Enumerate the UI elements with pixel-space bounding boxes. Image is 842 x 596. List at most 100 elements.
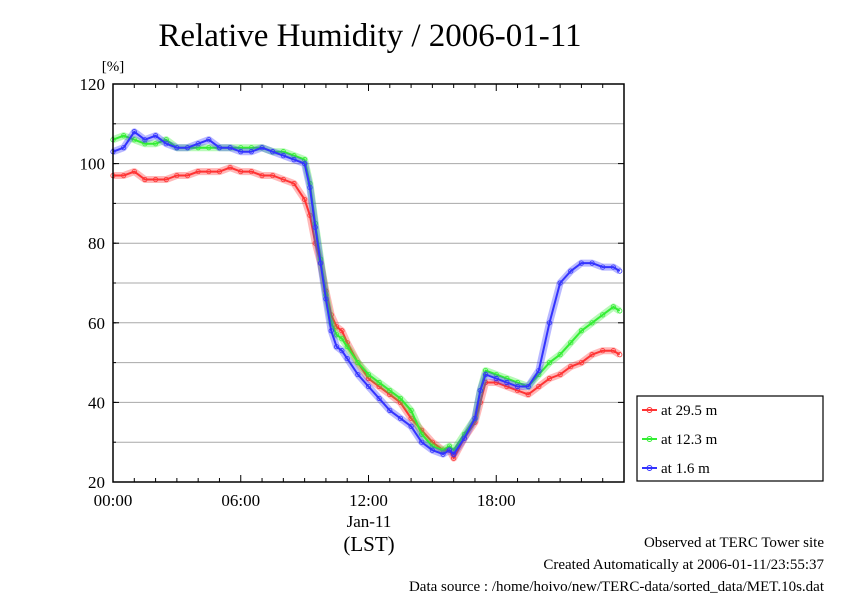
data-point: [472, 415, 478, 421]
data-point: [446, 447, 453, 453]
data-point: [397, 395, 404, 402]
data-point: [248, 168, 254, 175]
data-point: [142, 137, 148, 143]
data-point: [280, 149, 286, 155]
data-point: [339, 336, 345, 342]
legend-marker: [646, 465, 653, 471]
data-point: [307, 184, 313, 191]
series-line: [112, 130, 621, 456]
data-point: [216, 168, 223, 175]
data-point: [195, 141, 201, 147]
data-point: [307, 212, 313, 218]
data-point: [525, 391, 531, 398]
data-point: [227, 145, 233, 151]
data-point: [339, 348, 345, 354]
data-point: [440, 451, 446, 457]
data-point: [419, 431, 425, 437]
series-line: [112, 134, 621, 452]
data-point: [600, 312, 606, 318]
data-point: [163, 176, 169, 183]
data-point: [387, 391, 393, 398]
data-point: [142, 141, 148, 147]
data-point: [365, 371, 372, 378]
legend-label: at 29.5 m: [661, 403, 718, 419]
data-point: [514, 387, 521, 394]
data-point: [291, 153, 297, 159]
data-point: [557, 352, 563, 358]
data-point: [174, 172, 180, 179]
data-point: [270, 172, 276, 179]
data-point: [333, 324, 340, 330]
data-source-note: Data source : /home/hoivo/new/TERC-data/…: [408, 579, 824, 595]
data-point: [238, 149, 244, 155]
data-point: [578, 260, 585, 266]
x-tick-label: 00:00: [94, 491, 133, 510]
series-band: [111, 128, 622, 458]
data-point: [184, 145, 191, 151]
data-point: [610, 304, 616, 310]
data-point: [568, 363, 574, 370]
data-point: [248, 145, 254, 151]
data-point: [280, 153, 286, 159]
data-point: [429, 447, 435, 453]
data-point: [174, 145, 180, 151]
data-point: [514, 383, 521, 390]
data-point: [238, 168, 244, 175]
data-point: [328, 328, 334, 334]
data-point: [227, 164, 233, 171]
data-point: [195, 168, 201, 175]
data-point: [248, 149, 254, 155]
data-point: [589, 260, 595, 266]
y-tick-label: 120: [80, 75, 106, 94]
data-point: [339, 328, 345, 334]
data-point: [152, 176, 159, 183]
data-point: [365, 375, 372, 382]
data-point: [536, 367, 542, 374]
observed-note: Observed at TERC Tower site: [643, 535, 824, 551]
data-point: [536, 383, 542, 390]
data-point: [578, 328, 585, 334]
data-point: [376, 379, 382, 386]
data-point: [578, 359, 585, 366]
data-point: [333, 332, 340, 338]
data-point: [184, 172, 191, 179]
data-point: [546, 320, 553, 326]
data-point: [131, 137, 137, 143]
data-point: [121, 145, 127, 151]
data-point: [163, 137, 169, 143]
data-point: [617, 268, 623, 274]
data-point: [429, 443, 435, 449]
y-tick-label: 40: [88, 393, 105, 412]
data-point: [397, 415, 404, 421]
data-point: [483, 371, 489, 378]
data-point: [206, 168, 212, 175]
x-tick-label: 06:00: [221, 491, 260, 510]
data-point: [600, 264, 606, 270]
data-point: [477, 387, 483, 394]
data-point: [387, 407, 393, 413]
data-point: [131, 129, 137, 135]
data-point: [568, 268, 574, 274]
data-point: [163, 141, 169, 147]
data-point: [600, 348, 606, 354]
created-note: Created Automatically at 2006-01-11/23:5…: [543, 557, 824, 573]
data-point: [259, 172, 265, 179]
data-point: [333, 344, 340, 350]
data-point: [440, 447, 446, 453]
data-point: [238, 145, 244, 151]
data-point: [557, 371, 563, 378]
data-point: [323, 296, 329, 302]
data-point: [131, 168, 137, 175]
data-point: [483, 367, 489, 374]
data-point: [195, 145, 201, 151]
date-label: Jan-11: [347, 512, 392, 531]
data-point: [121, 172, 127, 179]
data-point: [365, 383, 372, 390]
series-band: [111, 132, 622, 454]
legend-marker: [646, 407, 653, 413]
data-point: [355, 359, 361, 366]
data-point: [617, 352, 623, 358]
x-tick-label: 12:00: [349, 491, 388, 510]
data-point: [589, 352, 595, 358]
